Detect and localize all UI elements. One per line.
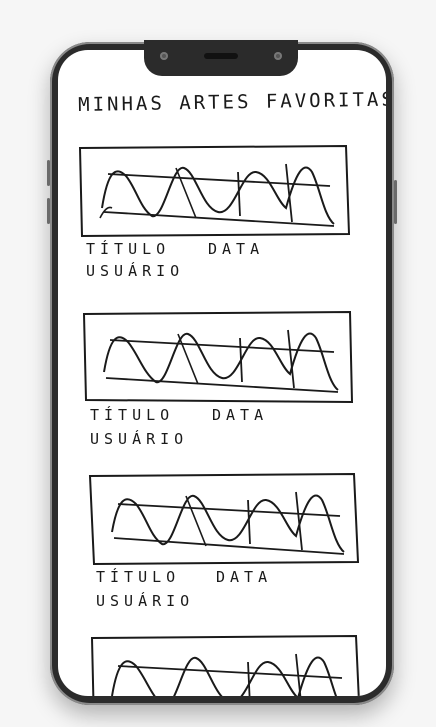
volume-up-button [47,160,50,186]
front-camera-icon [160,52,168,60]
page-title: MINHAS ARTES FAVORITAS [78,88,386,116]
art-sketch [90,634,360,696]
sensor-icon [274,52,282,60]
art-user: USUÁRIO [90,430,189,448]
art-sketch [78,144,351,238]
art-user: USUÁRIO [86,262,185,280]
art-sketch [82,310,354,404]
phone-screen: MINHAS ARTES FAVORITAS TÍTULO DATA USUÁR… [58,50,386,696]
earpiece-speaker [204,53,238,59]
art-date: DATA [216,568,273,586]
art-title: TÍTULO [90,406,175,424]
art-date: DATA [208,240,265,258]
art-user: USUÁRIO [96,592,195,610]
art-title: TÍTULO [96,568,181,586]
art-thumbnail[interactable] [82,310,354,404]
volume-down-button [47,198,50,224]
power-button [394,180,397,224]
art-thumbnail[interactable] [78,144,351,238]
art-thumbnail[interactable] [88,472,360,566]
art-title: TÍTULO [86,240,171,258]
phone-notch [144,40,298,76]
art-thumbnail[interactable] [90,634,362,696]
art-date: DATA [212,406,269,424]
art-sketch [88,472,360,566]
